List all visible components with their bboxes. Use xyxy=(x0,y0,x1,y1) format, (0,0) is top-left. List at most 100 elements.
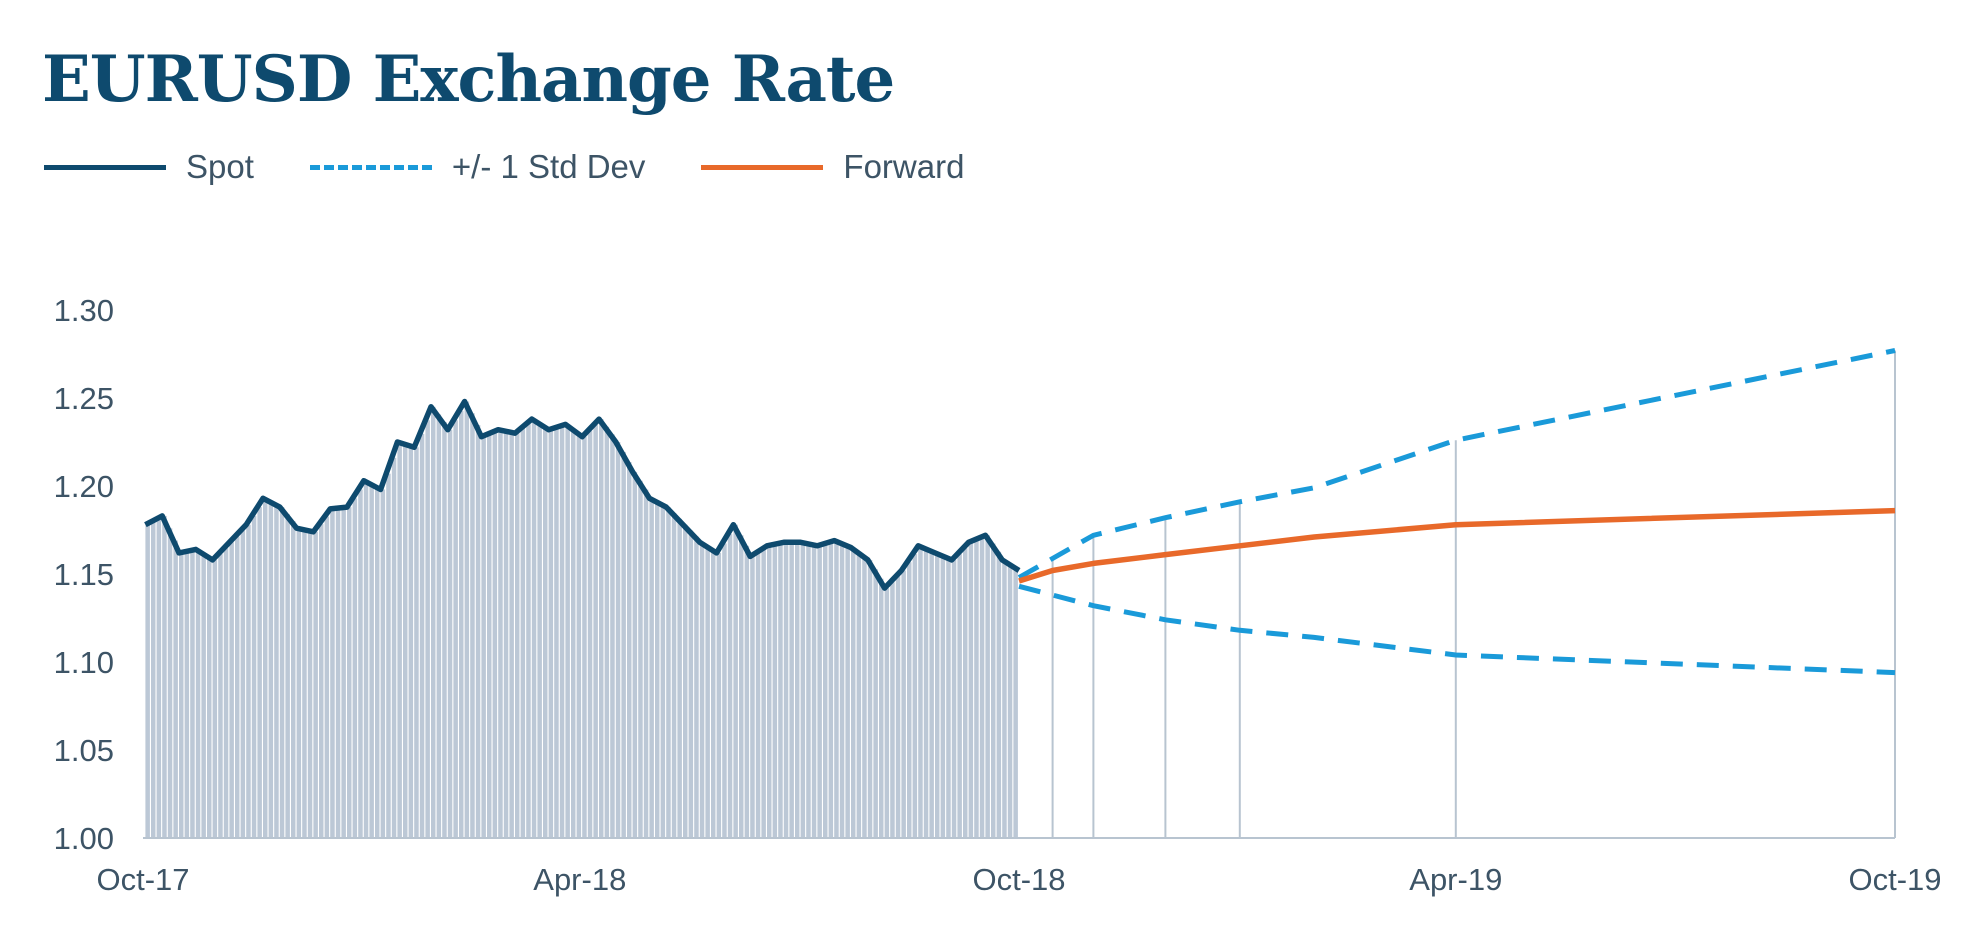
spot-bar xyxy=(873,569,878,838)
spot-bar xyxy=(156,518,162,838)
spot-bar xyxy=(974,539,979,838)
spot-bar xyxy=(727,534,733,838)
spot-bar xyxy=(358,489,363,838)
spot-bar xyxy=(1007,563,1013,838)
spot-bar xyxy=(621,451,626,838)
spot-bar xyxy=(419,433,425,838)
spot-bar xyxy=(436,414,442,838)
spot-bar xyxy=(839,542,845,838)
spot-bar xyxy=(459,410,464,838)
spot-bar xyxy=(890,582,895,838)
forecast-gridlines xyxy=(1051,350,1896,838)
y-tick-label: 1.15 xyxy=(54,557,114,592)
spot-bar xyxy=(431,406,436,838)
spot-bar xyxy=(268,501,274,838)
spot-bar xyxy=(229,542,234,838)
spot-bar xyxy=(649,498,654,838)
spot-bar xyxy=(940,555,946,838)
forward-line xyxy=(1018,507,1896,584)
spot-bar xyxy=(515,433,520,838)
spot-bar xyxy=(263,498,268,838)
spot-bar xyxy=(912,554,918,838)
spot-bar xyxy=(201,552,206,838)
chart-legend: Spot +/- 1 Std Dev Forward xyxy=(44,148,1020,186)
spot-bar xyxy=(767,545,772,838)
spot-bar xyxy=(481,436,486,838)
spot-bar xyxy=(369,483,374,838)
spot-bar xyxy=(492,432,498,838)
spot-bar xyxy=(660,504,666,838)
spot-bar xyxy=(375,486,380,838)
spot-bar xyxy=(677,518,682,838)
chart-title: EURUSD Exchange Rate xyxy=(42,42,895,117)
y-axis-ticks: 1.00 1.05 1.10 1.15 1.20 1.25 1.30 xyxy=(54,293,114,856)
spot-bar xyxy=(470,413,475,838)
spot-bar xyxy=(526,423,531,838)
spot-bar xyxy=(923,548,929,838)
spot-bar xyxy=(520,428,526,838)
spot-bar xyxy=(296,528,302,838)
spot-bar xyxy=(257,507,262,838)
spot-bar xyxy=(671,512,677,838)
legend-label-forward: Forward xyxy=(843,148,965,185)
spot-bar xyxy=(929,550,934,838)
spot-bar xyxy=(145,524,150,838)
spot-bar xyxy=(162,515,167,838)
spot-bar xyxy=(599,419,604,838)
spot-bar xyxy=(531,419,537,838)
spot-bar xyxy=(968,542,974,838)
spot-bar xyxy=(330,508,335,838)
x-tick-label: Apr-18 xyxy=(533,862,626,897)
spot-bar xyxy=(548,429,554,838)
spot-bar xyxy=(823,544,828,838)
spot-bar xyxy=(274,504,279,838)
spot-bar xyxy=(291,521,296,838)
spot-bar xyxy=(285,514,290,838)
spot-bar xyxy=(744,545,750,838)
spot-bar xyxy=(151,521,156,838)
spot-bar xyxy=(386,473,391,838)
spot-bar xyxy=(218,554,223,838)
spot-bar xyxy=(391,457,397,838)
x-tick-label: Oct-19 xyxy=(1848,862,1941,897)
spot-bar xyxy=(319,524,324,838)
spot-bar xyxy=(559,426,565,838)
spot-bar xyxy=(705,545,710,838)
spot-bar xyxy=(795,542,800,838)
spot-bar xyxy=(347,507,352,838)
spot-bar xyxy=(638,480,643,838)
spot-bar xyxy=(739,535,744,838)
spot-bar xyxy=(498,429,503,838)
spot-bar xyxy=(828,542,834,838)
spot-bar xyxy=(403,443,408,838)
spot-bar xyxy=(845,545,850,838)
spot-bar xyxy=(207,556,212,838)
legend-item-spot: Spot xyxy=(44,148,254,186)
spot-bar xyxy=(951,559,957,838)
spot-bar xyxy=(1002,559,1007,838)
spot-bar xyxy=(615,442,621,838)
spot-bar xyxy=(212,559,218,838)
spot-bar xyxy=(571,428,576,838)
x-axis-ticks: Oct-17 Apr-18 Oct-18 Apr-19 Oct-19 xyxy=(96,862,1941,897)
spot-bar xyxy=(867,559,873,838)
spot-bar xyxy=(279,507,285,838)
spot-bar xyxy=(565,424,570,838)
spot-bar xyxy=(935,552,940,838)
spot-bar xyxy=(235,536,240,838)
spot-bar xyxy=(632,471,638,838)
spot-bar xyxy=(901,570,906,838)
spot-bar xyxy=(246,524,251,838)
x-tick-label: Oct-17 xyxy=(96,862,189,897)
spot-bar xyxy=(509,432,514,838)
spot-bar xyxy=(184,551,190,838)
spot-bar xyxy=(341,507,346,838)
spot-bar xyxy=(503,430,509,838)
spot-bar xyxy=(543,426,548,838)
spot-bar xyxy=(335,508,341,838)
spot-bar xyxy=(683,524,688,838)
spot-bars xyxy=(145,401,1018,838)
y-tick-label: 1.25 xyxy=(54,381,114,416)
std-dev-upper-line xyxy=(1017,348,1896,580)
x-tick-label: Oct-18 xyxy=(972,862,1065,897)
